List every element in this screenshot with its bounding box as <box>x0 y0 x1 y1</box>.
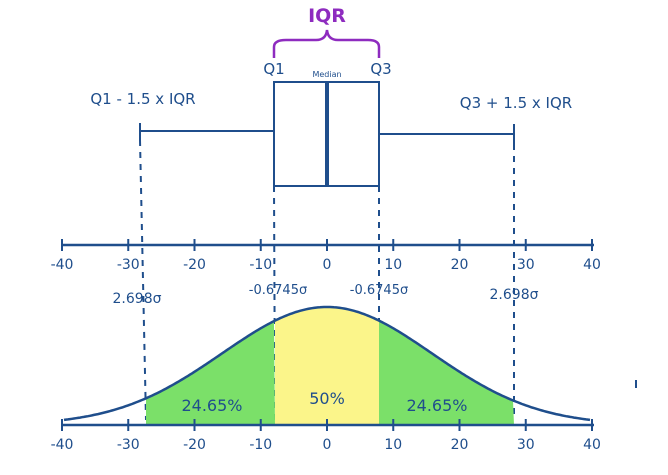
middle-percentage: 50% <box>309 389 345 408</box>
right-percentage: 24.65% <box>406 396 467 415</box>
q1-sigma-label: -0.6745σ <box>249 283 307 298</box>
box-plot <box>139 81 515 187</box>
center-area <box>275 307 379 425</box>
top-axis-tick-label: -10 <box>249 257 272 273</box>
q1-label: Q1 <box>263 60 284 78</box>
projection-lower-whisker <box>139 139 147 421</box>
bottom-axis-tick-label: 10 <box>384 437 402 453</box>
top-axis-tick-label: 10 <box>384 257 402 273</box>
top-axis-tick-label: 20 <box>451 257 469 273</box>
lower-sigma-label: 2.698σ <box>113 291 162 307</box>
top-axis-tick-label: -40 <box>51 257 74 273</box>
top-axis: -40 -30 -20 -10 0 10 20 30 40 <box>51 239 601 273</box>
top-axis-tick-label: -30 <box>117 257 140 273</box>
q3-sigma-label: -0.6745σ <box>350 283 408 298</box>
median-label: Median <box>312 70 341 79</box>
normal-distribution <box>63 305 591 425</box>
bottom-axis-tick-label: 30 <box>517 437 535 453</box>
bottom-axis-tick-label: -30 <box>117 437 140 453</box>
top-axis-tick-label: -20 <box>183 257 206 273</box>
right-tail-area <box>379 320 514 425</box>
iqr-title: IQR <box>308 5 346 27</box>
left-tail-area <box>146 321 275 425</box>
top-axis-tick-label: 0 <box>323 257 332 273</box>
projection-q1 <box>273 185 276 421</box>
q3-label: Q3 <box>370 60 391 78</box>
bottom-axis-tick-label: 0 <box>323 437 332 453</box>
bottom-axis-tick-label: -40 <box>51 437 74 453</box>
bottom-axis-tick-label: 40 <box>583 437 601 453</box>
lower-whisker-label: Q1 - 1.5 x IQR <box>90 90 195 108</box>
upper-sigma-label: 2.698σ <box>490 287 539 303</box>
bottom-axis: -40 -30 -20 -10 0 10 20 30 40 <box>51 419 601 453</box>
bottom-axis-tick-label: 20 <box>451 437 469 453</box>
top-axis-tick-label: 30 <box>517 257 535 273</box>
iqr-bracket <box>272 29 381 58</box>
bottom-axis-tick-label: -10 <box>249 437 272 453</box>
left-percentage: 24.65% <box>181 396 242 415</box>
bottom-axis-tick-label: -20 <box>183 437 206 453</box>
bell-curve <box>63 305 591 422</box>
upper-whisker-label: Q3 + 1.5 x IQR <box>460 94 572 112</box>
top-axis-tick-label: 40 <box>583 257 601 273</box>
